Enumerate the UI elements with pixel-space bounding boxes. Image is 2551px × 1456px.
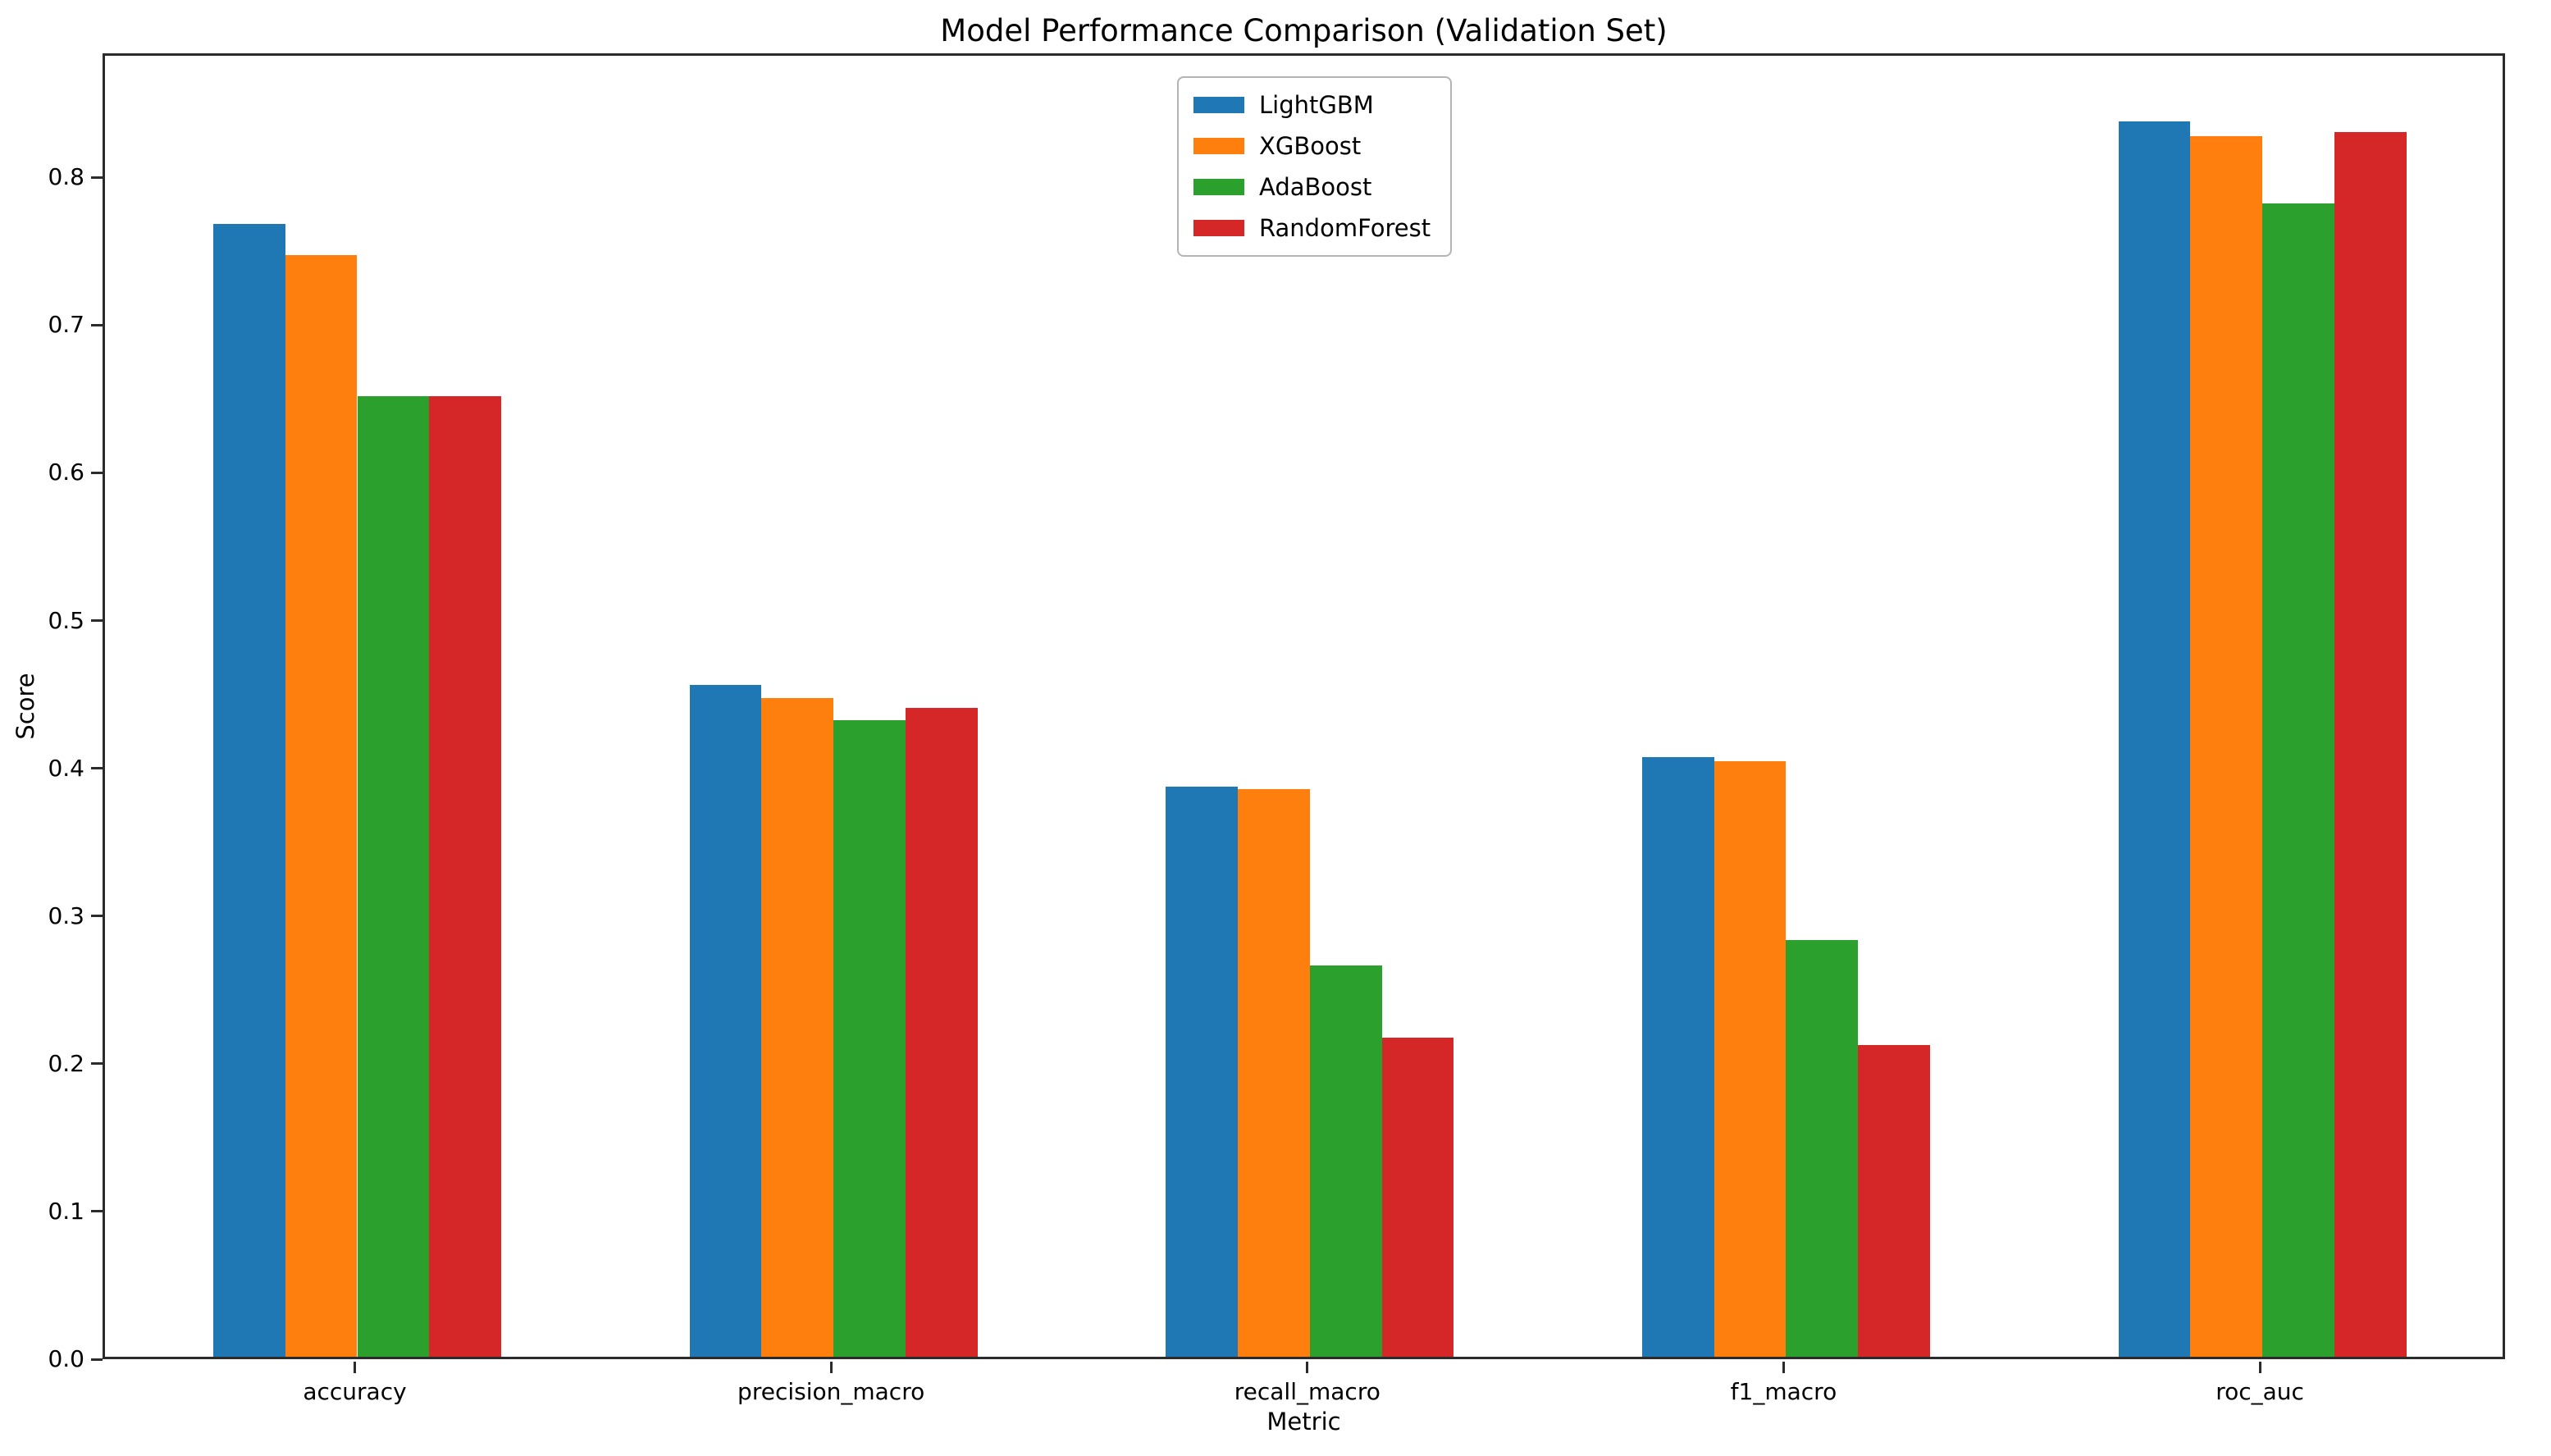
x-tick-label-accuracy: accuracy [303, 1378, 407, 1405]
bar-lightgbm-roc-auc [2118, 121, 2191, 1357]
bar-xgboost-roc-auc [2190, 136, 2263, 1357]
y-tick-label-0-3: 0.3 [48, 901, 84, 929]
legend-swatch-xgboost [1193, 138, 1244, 154]
x-tick-mark-precision-macro [829, 1362, 833, 1373]
legend: LightGBM XGBoost AdaBoost RandomForest [1177, 76, 1453, 257]
bar-xgboost-precision-macro [761, 697, 834, 1357]
y-tick-label-0-6: 0.6 [48, 459, 84, 486]
bar-lightgbm-accuracy [212, 223, 285, 1357]
y-tick-mark-0-1 [91, 1210, 103, 1213]
x-tick-label-recall-macro: recall_macro [1234, 1378, 1380, 1405]
bar-randomforest-f1-macro [1858, 1045, 1931, 1357]
legend-item-adaboost: AdaBoost [1193, 173, 1431, 201]
y-tick-mark-0-8 [91, 176, 103, 179]
legend-swatch-adaboost [1193, 179, 1244, 195]
x-tick-mark-roc-auc [2258, 1362, 2261, 1373]
legend-label-xgboost: XGBoost [1259, 132, 1362, 160]
y-tick-label-0-5: 0.5 [48, 606, 84, 634]
bar-adaboost-roc-auc [2262, 203, 2334, 1357]
y-tick-mark-0-2 [91, 1062, 103, 1066]
legend-item-xgboost: XGBoost [1193, 132, 1431, 160]
y-tick-label-0-4: 0.4 [48, 754, 84, 782]
legend-label-lightgbm: LightGBM [1259, 91, 1374, 119]
y-tick-mark-0-6 [91, 471, 103, 474]
y-tick-label-0-8: 0.8 [48, 163, 84, 191]
bar-lightgbm-precision-macro [689, 684, 762, 1357]
bar-adaboost-accuracy [357, 396, 430, 1357]
y-tick-label-0-7: 0.7 [48, 311, 84, 339]
legend-item-randomforest: RandomForest [1193, 214, 1431, 242]
x-axis-label: Metric [1266, 1408, 1341, 1435]
x-tick-mark-accuracy [354, 1362, 356, 1373]
y-tick-mark-0-4 [91, 767, 103, 770]
bar-xgboost-f1-macro [1714, 761, 1787, 1357]
y-tick-mark-0-3 [91, 915, 103, 918]
legend-item-lightgbm: LightGBM [1193, 91, 1431, 119]
y-tick-label-0-0: 0.0 [48, 1345, 84, 1372]
y-tick-label-0-1: 0.1 [48, 1197, 84, 1225]
x-tick-mark-f1-macro [1782, 1362, 1785, 1373]
bar-randomforest-precision-macro [905, 708, 978, 1357]
legend-swatch-lightgbm [1193, 97, 1244, 113]
y-tick-label-0-2: 0.2 [48, 1049, 84, 1077]
bar-randomforest-recall-macro [1381, 1038, 1454, 1357]
bar-xgboost-accuracy [285, 254, 358, 1357]
x-tick-label-precision-macro: precision_macro [737, 1378, 925, 1405]
bar-lightgbm-recall-macro [1166, 786, 1238, 1357]
chart-title: Model Performance Comparison (Validation… [940, 13, 1668, 48]
y-tick-mark-0-5 [91, 619, 103, 623]
x-tick-label-f1-macro: f1_macro [1730, 1378, 1837, 1405]
legend-swatch-randomforest [1193, 220, 1244, 236]
bar-adaboost-recall-macro [1309, 965, 1382, 1357]
y-tick-mark-0-7 [91, 323, 103, 326]
bar-adaboost-precision-macro [833, 719, 906, 1357]
legend-label-randomforest: RandomForest [1259, 214, 1431, 242]
legend-label-adaboost: AdaBoost [1259, 173, 1372, 201]
bar-lightgbm-f1-macro [1641, 756, 1714, 1357]
bar-xgboost-recall-macro [1238, 789, 1310, 1357]
bar-randomforest-roc-auc [2334, 132, 2407, 1357]
plot-area: LightGBM XGBoost AdaBoost RandomForest [103, 53, 2505, 1359]
bar-randomforest-accuracy [429, 396, 502, 1357]
x-tick-label-roc-auc: roc_auc [2216, 1378, 2304, 1405]
bar-adaboost-f1-macro [1786, 940, 1859, 1357]
y-axis-label: Score [11, 673, 39, 740]
x-tick-mark-recall-macro [1306, 1362, 1309, 1373]
y-tick-mark-0-0 [91, 1358, 103, 1361]
